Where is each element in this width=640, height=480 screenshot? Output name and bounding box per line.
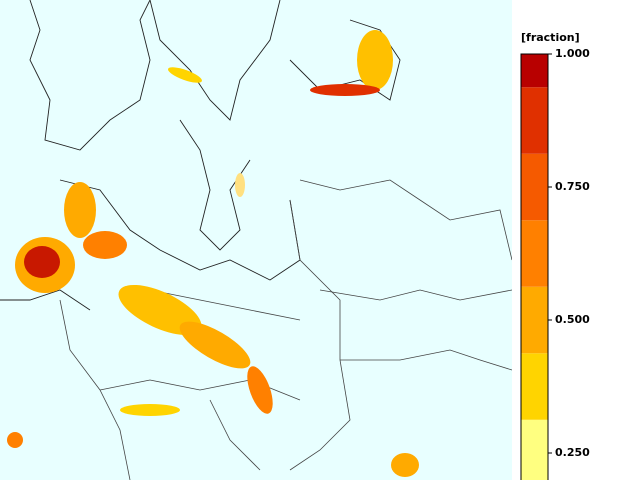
colorbar-tick-label: 1.000: [555, 47, 590, 60]
colorbar-tick-label: 0.500: [555, 313, 590, 326]
colorbar-band: [521, 54, 548, 88]
colorbar-band: [521, 353, 548, 420]
colorbar-tick-label: 0.750: [555, 180, 590, 193]
map-decoration: [0, 0, 513, 480]
colorbar-frame: [520, 53, 549, 480]
colorbar-band: [521, 87, 548, 154]
colorbar-label: [fraction]: [521, 31, 580, 44]
colorbar-band: [521, 286, 548, 354]
colorbar-band: [521, 220, 548, 287]
map-background: [0, 0, 512, 480]
colorbar-tick-label: 0.250: [555, 446, 590, 459]
colorbar-band: [521, 419, 548, 480]
colorbar-band: [521, 153, 548, 221]
